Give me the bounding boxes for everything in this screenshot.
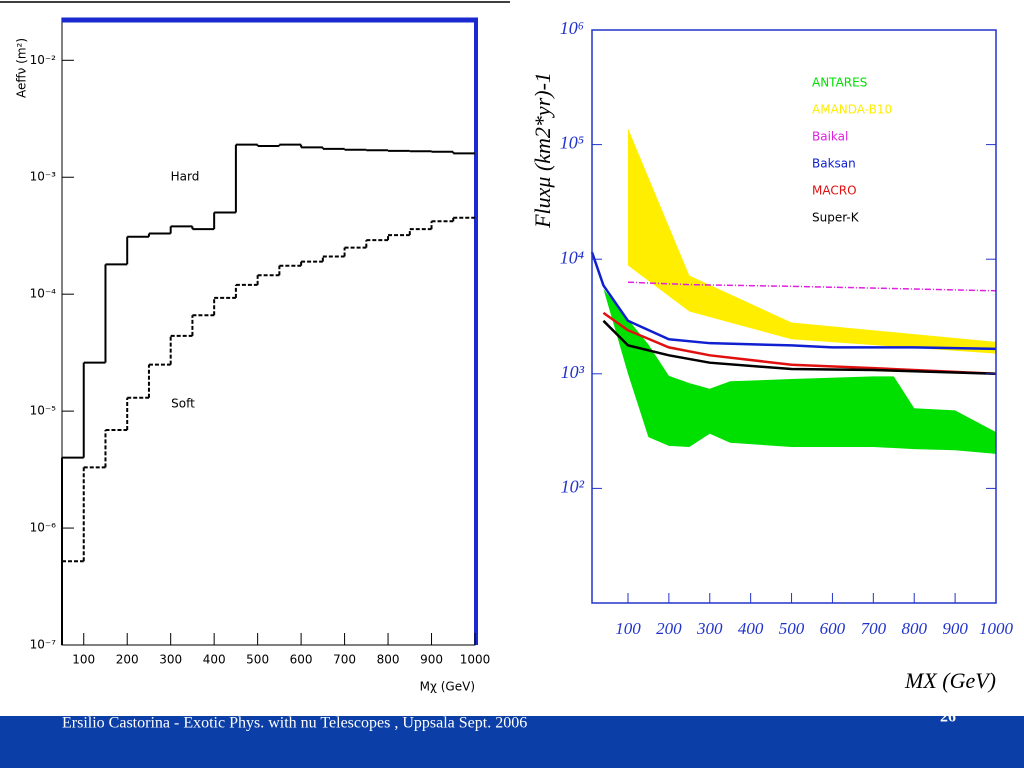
x-axis-label: Mχ (GeV) [420, 680, 475, 694]
x-axis-label: MX (GeV) [904, 668, 996, 693]
line [627, 281, 997, 292]
x-tick-label: 900 [942, 619, 968, 638]
y-tick-label: 10⁶ [560, 18, 584, 38]
x-tick-label: 400 [203, 653, 226, 667]
band [603, 288, 996, 454]
band [627, 128, 996, 354]
x-tick-label: 600 [820, 619, 846, 638]
y-tick-label: 10⁵ [560, 133, 584, 153]
y-tick-label: 10⁻⁷ [30, 638, 57, 652]
x-tick-label: 700 [861, 619, 887, 638]
legend-label: MACRO [812, 184, 857, 198]
footer-band [0, 716, 1024, 768]
plot-frame [591, 29, 997, 604]
series-label: Soft [171, 397, 195, 411]
x-tick-label: 500 [246, 653, 269, 667]
x-tick-label: 500 [779, 619, 805, 638]
x-tick-label: 900 [420, 653, 443, 667]
y-axis-label: Fluxμ (km2*yr)-1 [530, 72, 555, 229]
plot-frame [61, 17, 476, 646]
x-tick-label: 1000 [979, 619, 1014, 638]
x-tick-label: 1000 [460, 653, 491, 667]
step-chart: 10⁻⁷ 10⁻⁶ 10⁻⁵ 10⁻⁴ 10⁻³ 10⁻² 100 200 300 400 500 6… [15, 17, 491, 694]
x-tick-label: 100 [72, 653, 95, 667]
y-tick-label: 10⁻³ [30, 170, 57, 184]
line [602, 319, 997, 376]
x-tick-label: 800 [901, 619, 927, 638]
y-tick-label: 10³ [561, 362, 585, 382]
legend-label: ANTARES [812, 76, 867, 90]
page-number: 26 [940, 709, 956, 726]
series-label: Hard [171, 170, 200, 184]
x-tick-label: 200 [116, 653, 139, 667]
legend-label: Super-K [812, 211, 860, 225]
x-tick-label: 800 [377, 653, 400, 667]
footer-text: Ersilio Castorina - Exotic Phys. with nu… [62, 715, 527, 732]
y-tick-label: 10² [561, 477, 585, 497]
y-tick-label: 10⁻² [30, 53, 57, 67]
x-tick-label: 200 [656, 619, 682, 638]
legend-label: AMANDA-B10 [812, 103, 892, 117]
x-tick-label: 300 [696, 619, 723, 638]
y-tick-label: 10⁻⁵ [30, 404, 57, 418]
y-tick-label: 10⁴ [560, 247, 584, 267]
flux-chart: ANTARES AMANDA-B10 Baikal Baksan MACRO Super-… [530, 18, 1013, 693]
legend-label: Baksan [812, 157, 856, 171]
y-tick-label: 10⁻⁶ [30, 521, 57, 535]
y-tick-label: 10⁻⁴ [30, 287, 57, 301]
x-tick-label: 400 [738, 619, 764, 638]
x-tick-label: 100 [615, 619, 641, 638]
legend-label: Baikal [812, 130, 848, 144]
line [602, 311, 997, 376]
x-tick-label: 700 [333, 653, 356, 667]
x-tick-label: 300 [159, 653, 182, 667]
y-axis-label: Aeffν (m²) [15, 38, 29, 98]
x-tick-label: 600 [290, 653, 313, 667]
line [590, 251, 997, 351]
